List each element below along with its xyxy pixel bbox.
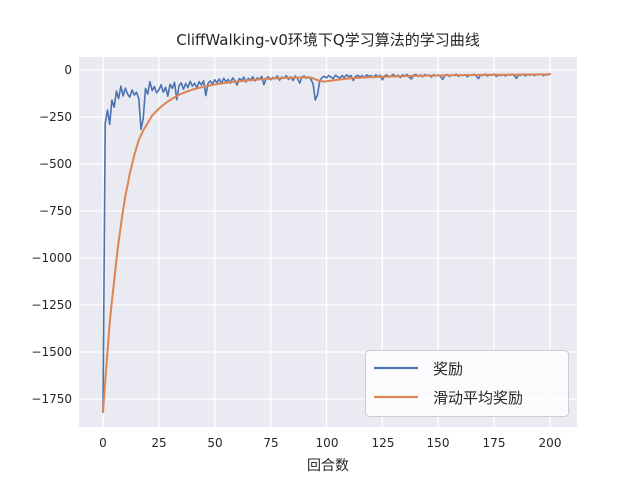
x-tick-label: 200 — [539, 436, 562, 450]
x-axis-ticks: 0 25 50 75 100 125 150 175 200 — [99, 436, 561, 450]
moving-average-line — [102, 73, 551, 414]
x-tick-label: 75 — [263, 436, 278, 450]
y-tick-label: −500 — [39, 157, 72, 171]
x-tick-label: 50 — [207, 436, 222, 450]
x-axis-label: 回合数 — [307, 458, 349, 474]
x-tick-label: 100 — [316, 436, 339, 450]
legend-label-reward: 奖励 — [433, 360, 463, 378]
y-tick-label: −750 — [39, 204, 72, 218]
y-tick-label: 0 — [64, 63, 72, 77]
x-tick-label: 150 — [427, 436, 450, 450]
legend-label-moving-average: 滑动平均奖励 — [433, 389, 523, 407]
grid — [79, 57, 577, 427]
legend: 奖励 滑动平均奖励 — [365, 350, 569, 417]
x-tick-label: 0 — [99, 436, 107, 450]
x-tick-label: 125 — [372, 436, 395, 450]
y-tick-label: −250 — [39, 110, 72, 124]
y-axis-ticks: 0 −250 −500 −750 −1000 −1250 −1500 −1750 — [31, 63, 72, 406]
y-tick-label: −1500 — [31, 345, 72, 359]
chart-title: CliffWalking-v0环境下Q学习算法的学习曲线 — [176, 31, 480, 49]
x-tick-label: 25 — [151, 436, 166, 450]
y-tick-label: −1250 — [31, 298, 72, 312]
x-tick-label: 175 — [483, 436, 506, 450]
y-tick-label: −1000 — [31, 251, 72, 265]
y-tick-label: −1750 — [31, 392, 72, 406]
